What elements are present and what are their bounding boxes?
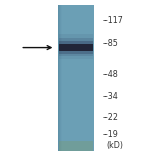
Bar — [58, 5, 94, 151]
Bar — [58, 5, 61, 151]
Bar — [58, 34, 93, 44]
Bar — [58, 41, 93, 44]
Bar — [58, 51, 93, 56]
Bar — [58, 5, 59, 151]
Text: --117: --117 — [102, 16, 123, 25]
Text: --34: --34 — [102, 92, 118, 101]
Bar — [58, 44, 93, 51]
Bar — [58, 5, 62, 151]
Text: --85: --85 — [102, 39, 118, 48]
Bar — [58, 141, 93, 151]
Bar — [58, 5, 60, 151]
Text: --19: --19 — [102, 130, 118, 139]
Bar — [58, 5, 60, 151]
Bar — [58, 51, 93, 59]
Bar — [58, 51, 93, 54]
Bar — [58, 5, 61, 151]
Bar — [58, 5, 59, 151]
Text: (kD): (kD) — [107, 141, 124, 150]
Text: --48: --48 — [102, 70, 118, 79]
Text: --22: --22 — [102, 112, 118, 122]
Bar — [58, 38, 93, 44]
